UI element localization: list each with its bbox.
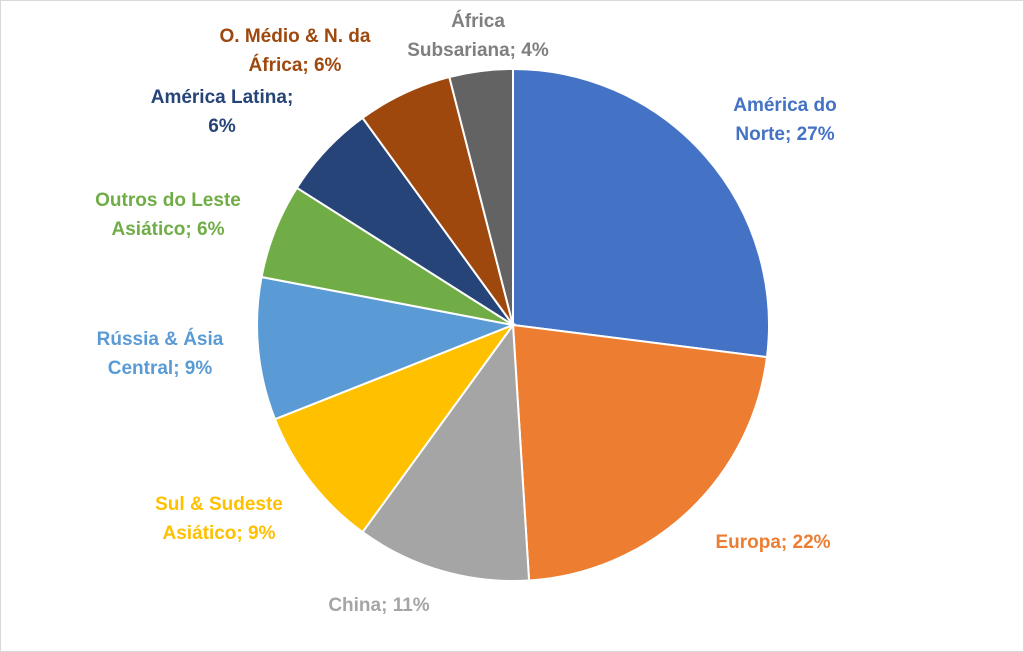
pie-slice: [448, 67, 514, 326]
pie-slice: [512, 67, 770, 359]
slice-label: Europa; 22%: [715, 532, 830, 553]
slice-label: América do Norte; 27%: [733, 95, 836, 145]
slice-label-line: O. Médio & N. da: [220, 26, 371, 47]
slice-label-line: Subsariana; 4%: [407, 40, 549, 61]
pie-slice: [511, 323, 769, 582]
slice-label-line: Rússia & Ásia: [97, 328, 224, 350]
slice-label: África Subsariana; 4%: [407, 10, 549, 61]
slice-label-line: 6%: [208, 116, 236, 137]
slice-label-line: Outros do Leste: [95, 190, 241, 211]
pie-slice: [256, 275, 517, 421]
slice-label: Sul & Sudeste Asiático; 9%: [155, 494, 283, 544]
slice-label-line: África: [451, 10, 505, 32]
pie-labels: América do Norte; 27% Europa; 22% China; 11…: [95, 10, 837, 616]
slice-label-line: África; 6%: [249, 54, 342, 76]
slice-label-line: Norte; 27%: [735, 124, 834, 145]
slice-label: O. Médio & N. da África; 6%: [220, 26, 371, 76]
slice-label-line: América Latina;: [151, 87, 294, 108]
slice-label: Outros do Leste Asiático; 6%: [95, 190, 241, 240]
slice-label-line: Sul & Sudeste: [155, 494, 283, 515]
slice-label: China; 11%: [328, 595, 429, 616]
slice-label-line: Asiático; 6%: [112, 219, 225, 240]
slice-label-line: Europa; 22%: [715, 532, 830, 553]
slice-label-line: Central; 9%: [108, 358, 213, 379]
pie-slice: [273, 322, 516, 534]
pie-slices: [256, 67, 770, 582]
slice-label-line: América do: [733, 95, 836, 116]
slice-label: América Latina; 6%: [151, 87, 294, 137]
slice-label: Rússia & Ásia Central; 9%: [97, 328, 224, 379]
slice-label-line: Asiático; 9%: [163, 523, 276, 544]
slice-label-line: China; 11%: [328, 595, 429, 616]
pie-slice: [361, 322, 531, 582]
